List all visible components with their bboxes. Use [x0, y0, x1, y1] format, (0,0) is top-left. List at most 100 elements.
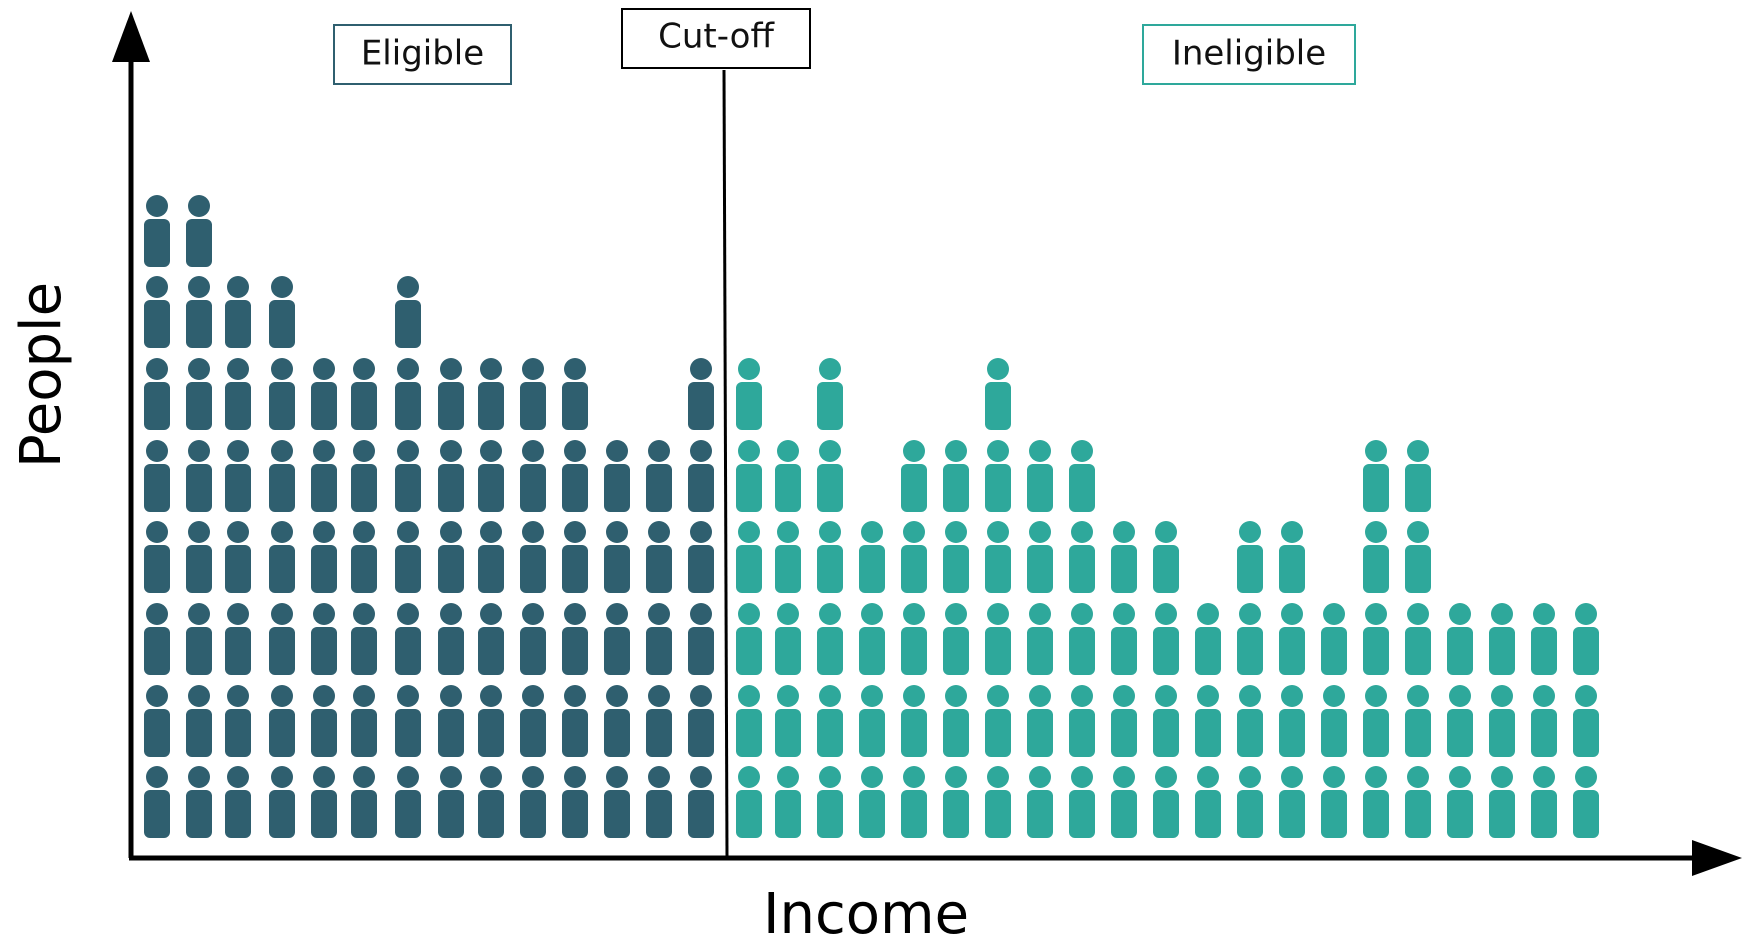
person-body-icon — [604, 627, 630, 675]
person-icon — [438, 685, 464, 757]
person-body-icon — [351, 382, 377, 430]
person-icon — [1573, 603, 1599, 675]
person-icon — [225, 685, 251, 757]
person-body-icon — [1111, 627, 1137, 675]
person-body-icon — [395, 382, 421, 430]
person-icon — [1027, 766, 1053, 838]
person-body-icon — [351, 790, 377, 838]
person-icon — [562, 685, 588, 757]
ineligible-label-box — [1142, 24, 1356, 85]
person-icon — [269, 521, 295, 593]
person-head-icon — [1071, 766, 1093, 788]
person-body-icon — [1573, 627, 1599, 675]
person-icon — [520, 685, 546, 757]
person-head-icon — [606, 685, 628, 707]
person-icon — [1405, 685, 1431, 757]
person-head-icon — [1071, 603, 1093, 625]
person-body-icon — [395, 300, 421, 348]
person-icon — [1321, 685, 1347, 757]
person-body-icon — [351, 464, 377, 512]
person-icon — [1027, 440, 1053, 512]
person-icon — [478, 358, 504, 430]
person-icon — [395, 440, 421, 512]
person-icon — [1195, 685, 1221, 757]
person-head-icon — [690, 358, 712, 380]
person-icon — [1027, 521, 1053, 593]
person-head-icon — [564, 358, 586, 380]
person-icon — [186, 521, 212, 593]
person-body-icon — [351, 627, 377, 675]
y-axis — [112, 11, 150, 858]
person-icon — [520, 440, 546, 512]
person-body-icon — [269, 709, 295, 757]
person-icon — [736, 358, 762, 430]
person-head-icon — [397, 521, 419, 543]
person-icon — [438, 358, 464, 430]
person-icon — [817, 685, 843, 757]
person-body-icon — [1027, 709, 1053, 757]
person-head-icon — [1575, 766, 1597, 788]
person-body-icon — [901, 790, 927, 838]
person-body-icon — [736, 464, 762, 512]
person-icon — [478, 603, 504, 675]
person-head-icon — [1029, 766, 1051, 788]
person-body-icon — [1363, 545, 1389, 593]
person-body-icon — [688, 545, 714, 593]
person-head-icon — [146, 521, 168, 543]
person-icon — [269, 603, 295, 675]
person-head-icon — [522, 603, 544, 625]
person-head-icon — [987, 358, 1009, 380]
person-head-icon — [945, 440, 967, 462]
person-body-icon — [438, 464, 464, 512]
person-icon — [901, 685, 927, 757]
person-body-icon — [985, 464, 1011, 512]
person-head-icon — [1281, 603, 1303, 625]
person-body-icon — [1279, 627, 1305, 675]
person-body-icon — [1069, 790, 1095, 838]
person-head-icon — [861, 685, 883, 707]
person-body-icon — [1195, 790, 1221, 838]
person-icon — [269, 685, 295, 757]
person-body-icon — [1363, 627, 1389, 675]
person-head-icon — [1407, 603, 1429, 625]
person-icon — [1363, 440, 1389, 512]
person-head-icon — [1365, 603, 1387, 625]
person-body-icon — [1027, 464, 1053, 512]
person-icon — [186, 766, 212, 838]
person-icon — [604, 521, 630, 593]
person-head-icon — [648, 603, 670, 625]
person-icon — [817, 766, 843, 838]
person-body-icon — [438, 709, 464, 757]
person-head-icon — [987, 766, 1009, 788]
person-body-icon — [311, 627, 337, 675]
person-icon — [688, 685, 714, 757]
cutoff-label-box — [621, 8, 811, 69]
ineligible-label-text: Ineligible — [1172, 34, 1326, 74]
person-body-icon — [1321, 627, 1347, 675]
person-icon — [775, 440, 801, 512]
person-icon — [901, 440, 927, 512]
person-head-icon — [987, 521, 1009, 543]
person-icon — [311, 603, 337, 675]
person-icon — [1069, 440, 1095, 512]
person-head-icon — [313, 603, 335, 625]
person-head-icon — [903, 603, 925, 625]
person-body-icon — [1069, 545, 1095, 593]
person-head-icon — [353, 440, 375, 462]
person-body-icon — [604, 464, 630, 512]
person-icon — [478, 685, 504, 757]
person-head-icon — [690, 521, 712, 543]
person-icon — [1069, 766, 1095, 838]
person-icon — [1489, 685, 1515, 757]
person-icons-layer — [144, 195, 1599, 838]
person-icon — [943, 766, 969, 838]
person-body-icon — [817, 790, 843, 838]
person-body-icon — [688, 790, 714, 838]
person-body-icon — [943, 790, 969, 838]
person-icon — [859, 521, 885, 593]
person-icon — [395, 276, 421, 348]
cutoff-label: Cut-off — [621, 8, 811, 69]
person-icon — [478, 766, 504, 838]
person-head-icon — [522, 521, 544, 543]
